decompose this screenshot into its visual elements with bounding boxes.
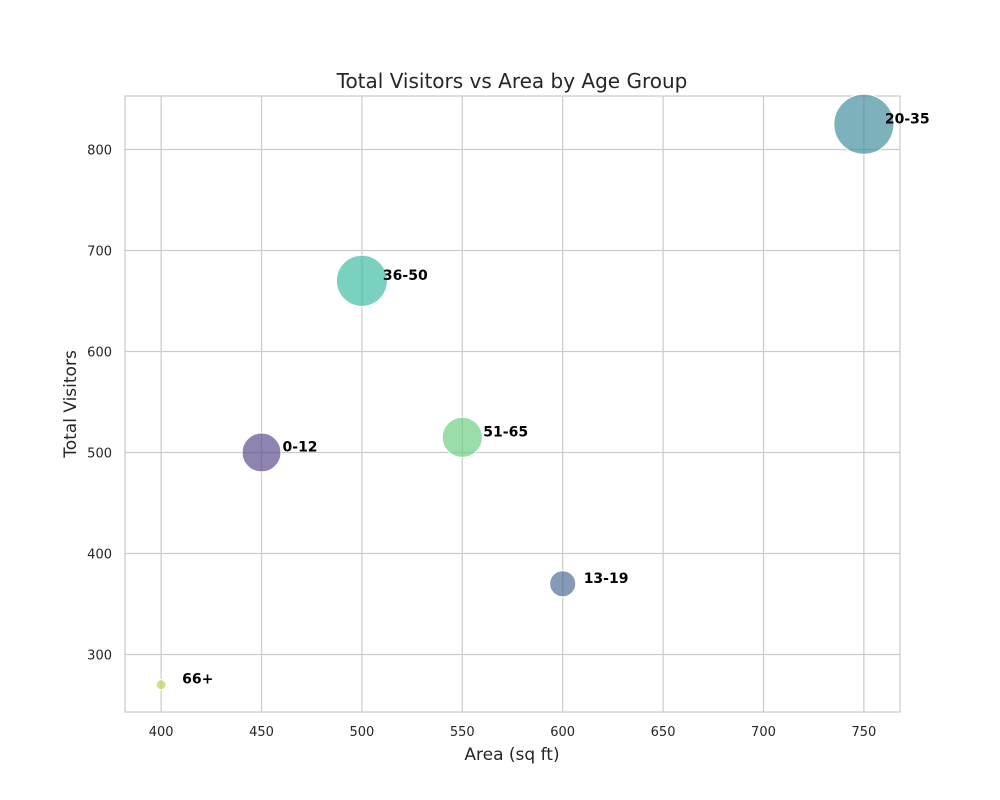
plot-frame — [124, 95, 901, 713]
y-tick-label: 800 — [87, 144, 112, 159]
y-tick-label: 400 — [87, 547, 112, 562]
bubble-20-35 — [833, 93, 895, 155]
point-label-36-50: 36-50 — [383, 268, 428, 284]
x-axis-ticks: 400 450 500 550 600 650 700 750 — [149, 725, 877, 740]
y-tick-label: 600 — [87, 345, 112, 360]
x-tick-label: 750 — [851, 725, 876, 740]
bubble-13-19 — [549, 570, 577, 598]
point-label-13-19: 13-19 — [584, 571, 629, 587]
point-label-66+: 66+ — [182, 672, 213, 688]
y-tick-label: 500 — [87, 446, 112, 461]
y-axis-ticks: 300 400 500 600 700 800 — [87, 144, 112, 664]
y-axis-title: Total Visitors — [61, 350, 81, 459]
x-tick-label: 450 — [249, 725, 274, 740]
bubble-66+ — [155, 679, 167, 691]
point-label-51-65: 51-65 — [483, 424, 528, 440]
bubble-36-50 — [335, 254, 388, 307]
x-tick-label: 700 — [751, 725, 776, 740]
point-label-20-35: 20-35 — [885, 111, 930, 127]
y-tick-label: 700 — [87, 245, 112, 260]
x-axis-title: Area (sq ft) — [464, 745, 559, 765]
y-tick-label: 300 — [87, 648, 112, 663]
grid-lines — [125, 96, 900, 712]
bubble-layer — [155, 93, 895, 691]
x-tick-label: 550 — [450, 725, 475, 740]
chart-title: Total Visitors vs Area by Age Group — [336, 69, 688, 93]
x-tick-label: 600 — [550, 725, 575, 740]
bubble-51-65 — [441, 416, 483, 458]
point-label-0-12: 0-12 — [283, 439, 318, 455]
bubble-0-12 — [241, 432, 282, 473]
x-tick-label: 500 — [350, 725, 375, 740]
x-tick-label: 400 — [149, 725, 174, 740]
point-label-layer: 0-12 13-19 20-35 36-50 51-65 66+ — [182, 111, 930, 687]
x-tick-label: 650 — [651, 725, 676, 740]
